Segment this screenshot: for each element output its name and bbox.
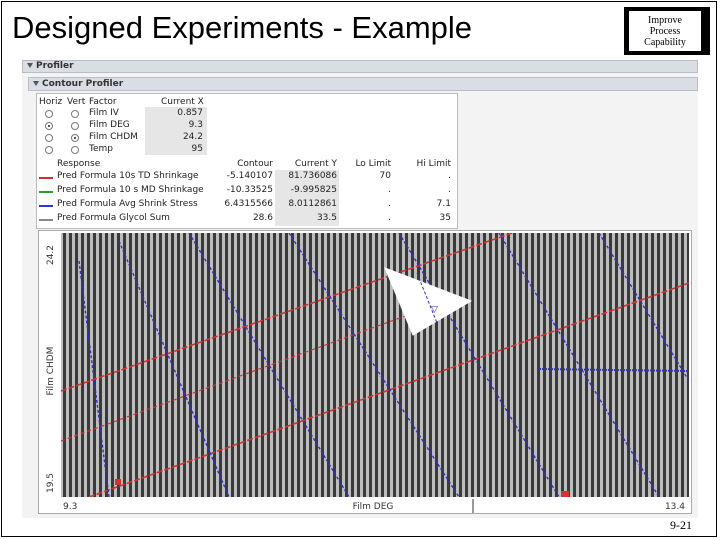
contour-line-red	[88, 282, 689, 497]
response-name: Pred Formula 10 s MD Shrinkage	[57, 185, 204, 195]
factor-current-x[interactable]: 0.857	[177, 108, 203, 118]
response-current-y: 81.736086	[288, 171, 337, 181]
horiz-radio-film-deg[interactable]	[45, 122, 53, 130]
crosshair-marker-icon: ▽	[431, 305, 438, 315]
contour-line-blue	[288, 233, 460, 497]
disclosure-icon[interactable]	[33, 81, 39, 86]
red-marker	[115, 479, 121, 485]
col-factor: Factor	[89, 97, 117, 107]
response-lo-limit[interactable]: .	[388, 213, 391, 223]
response-hi-limit[interactable]: 7.1	[436, 199, 451, 209]
contour-line-red	[61, 310, 420, 442]
col-hi-limit: Hi Limit	[416, 159, 451, 169]
x-axis-band	[61, 497, 689, 513]
response-hi-limit[interactable]: .	[448, 185, 451, 195]
factor-current-x[interactable]: 9.3	[188, 120, 203, 130]
response-legend-swatch-td	[39, 177, 53, 179]
horiz-radio-film-iv[interactable]	[45, 110, 53, 118]
y-max-label: 24.2	[46, 245, 56, 265]
red-marker	[561, 491, 569, 497]
response-name: Pred Formula Avg Shrink Stress	[57, 199, 198, 209]
response-current-y: 33.5	[316, 213, 337, 223]
contour-line-blue	[598, 233, 689, 382]
disclosure-icon[interactable]	[27, 63, 33, 68]
response-name: Pred Formula Glycol Sum	[57, 213, 170, 223]
factor-name: Film IV	[89, 108, 119, 118]
contour-line-blue	[188, 233, 350, 497]
response-lo-limit[interactable]: .	[388, 185, 391, 195]
logo-line: Improve	[648, 14, 682, 26]
factor-current-x[interactable]: 24.2	[182, 132, 203, 142]
contour-line-blue	[398, 233, 560, 497]
col-current-x: Current X	[161, 97, 204, 107]
contour-profiler-header[interactable]: Contour Profiler	[28, 77, 698, 91]
response-lo-limit[interactable]: .	[388, 199, 391, 209]
factor-name: Temp	[89, 144, 113, 154]
response-current-y: 8.0112861	[288, 199, 337, 209]
response-contour[interactable]: 6.4315566	[224, 199, 273, 209]
factor-name: Film DEG	[89, 120, 130, 130]
contour-line-blue	[498, 233, 660, 497]
response-lo-limit[interactable]: 70	[379, 171, 391, 181]
response-legend-swatch-glycol	[39, 219, 53, 221]
response-current-y: -9.995825	[290, 185, 337, 195]
col-contour: Contour	[237, 159, 273, 169]
page-number: 9-21	[670, 518, 692, 532]
horiz-radio-temp[interactable]	[45, 146, 53, 154]
infeasible-region-shading	[61, 233, 689, 497]
profiler-header-label: Profiler	[36, 61, 74, 71]
vert-radio-temp[interactable]	[71, 146, 79, 154]
vert-radio-film-chdm[interactable]	[71, 134, 79, 142]
response-hi-limit[interactable]: .	[448, 171, 451, 181]
slide-title: Designed Experiments - Example	[12, 10, 473, 45]
contour-lines: ▽	[61, 233, 689, 497]
col-current-y: Current Y	[294, 159, 337, 169]
contour-line-blue	[118, 240, 230, 497]
horiz-radio-film-chdm[interactable]	[45, 134, 53, 142]
response-legend-swatch-stress	[39, 205, 53, 207]
current-x-column-shade	[145, 107, 207, 155]
y-min-label: 19.5	[46, 473, 56, 493]
response-name: Pred Formula 10s TD Shrinkage	[57, 171, 199, 181]
x-axis-label: Film DEG	[353, 502, 394, 512]
logo-line: Process	[649, 25, 681, 37]
factor-table: Horiz Vert Factor Current X Film IV 0.85…	[36, 93, 458, 229]
contour-plot[interactable]: ▽ 24.2 Film CHDM 19.5 9.3 Film DEG 13.4	[38, 230, 692, 514]
factor-name: Film CHDM	[89, 132, 138, 142]
contour-plot-svg[interactable]: ▽ 24.2 Film CHDM 19.5 9.3 Film DEG 13.4	[39, 231, 691, 513]
vert-radio-film-deg[interactable]	[71, 122, 79, 130]
contour-profiler-header-label: Contour Profiler	[42, 79, 124, 89]
col-horiz: Horiz	[39, 97, 63, 107]
contour-line-blue	[416, 272, 438, 324]
profiler-header[interactable]: Profiler	[22, 60, 698, 73]
factor-current-x[interactable]: 95	[191, 144, 203, 154]
response-contour[interactable]: -5.140107	[226, 171, 273, 181]
x-min-label: 9.3	[63, 502, 77, 512]
x-max-label: 13.4	[665, 502, 685, 512]
logo-line: Capability	[644, 36, 686, 48]
response-contour[interactable]: -10.33525	[226, 185, 273, 195]
col-lo-limit: Lo Limit	[355, 159, 391, 169]
vert-radio-film-iv[interactable]	[71, 110, 79, 118]
y-axis-label: Film CHDM	[46, 347, 56, 396]
logo: Improve Process Capability	[624, 7, 710, 55]
response-hi-limit[interactable]: 35	[439, 213, 451, 223]
profiler-panel: Profiler Contour Profiler Horiz Vert Fac…	[22, 60, 698, 518]
logo-box: Improve Process Capability	[628, 10, 702, 52]
response-contour[interactable]: 28.6	[252, 213, 273, 223]
col-response: Response	[57, 159, 101, 169]
response-legend-swatch-md	[39, 191, 53, 193]
col-vert: Vert	[67, 97, 86, 107]
contour-line-blue	[538, 368, 689, 372]
current-y-column-shade	[275, 170, 339, 226]
contour-line-red	[61, 233, 515, 392]
